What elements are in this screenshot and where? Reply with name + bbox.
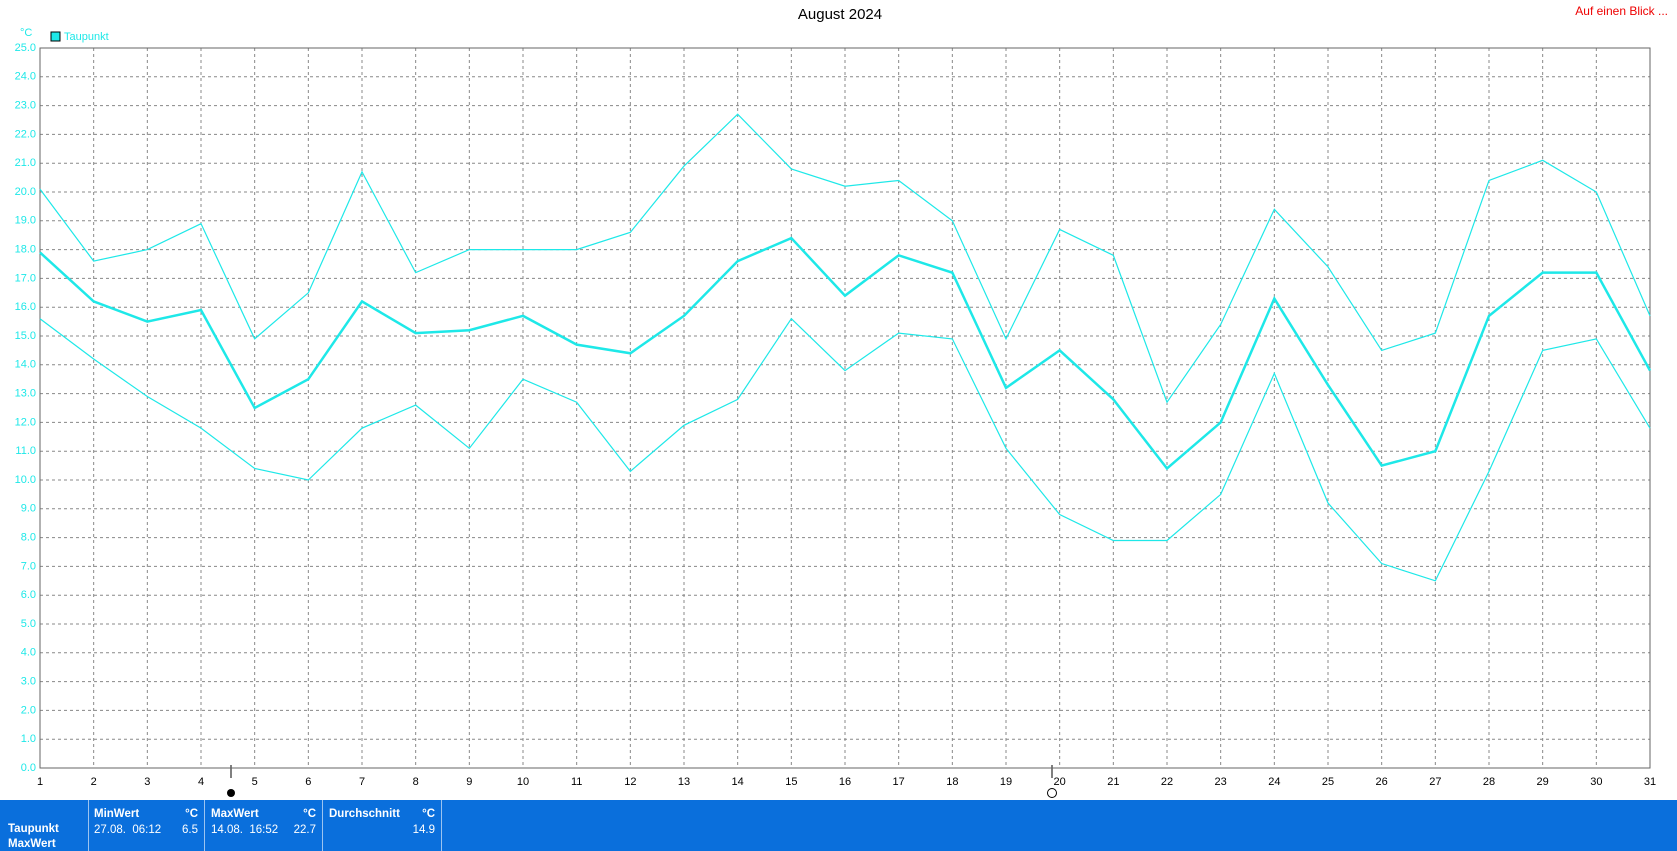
y-tick-label: 2.0 [21,704,36,716]
series-line [39,317,1651,582]
x-tick-label: 6 [305,776,311,788]
x-tick-label: 25 [1322,776,1334,788]
value: 6.5 [182,824,198,836]
y-tick-label: 12.0 [15,416,36,428]
y-tick-label: 22.0 [15,128,36,140]
x-tick-label: 22 [1161,776,1173,788]
x-tick-label: 17 [893,776,905,788]
y-tick-label: 4.0 [21,647,36,659]
unit: °C [422,808,435,820]
x-tick-label: 9 [466,776,472,788]
y-tick-label: 13.0 [15,388,36,400]
x-tick-label: 24 [1268,776,1280,788]
x-tick-label: 2 [91,776,97,788]
x-tick-label: 8 [413,776,419,788]
unit: °C [303,808,316,820]
y-tick-label: 8.0 [21,532,36,544]
x-tick-label: 1 [37,776,43,788]
y-tick-label: 6.0 [21,589,36,601]
x-tick-label: 12 [624,776,636,788]
overview-link[interactable]: Auf einen Blick ... [1575,4,1668,18]
x-tick-label: 20 [1054,776,1066,788]
row-label-cell: Taupunkt MaxWert [0,800,89,851]
y-tick-label: 15.0 [15,330,36,342]
chart: August 2024 Auf einen Blick ... °C 0.0 1.… [15,4,1668,798]
legend-label: Taupunkt [64,31,109,43]
y-tick-label: 17.0 [15,272,36,284]
x-tick-label: 15 [785,776,797,788]
x-tick-label: 27 [1429,776,1441,788]
x-tick-label: 13 [678,776,690,788]
x-tick-label: 30 [1590,776,1602,788]
x-tick-label: 4 [198,776,204,788]
x-tick-label: 5 [252,776,258,788]
row-label: MaxWert [8,838,56,850]
x-tick-label: 21 [1107,776,1119,788]
x-tick-label: 18 [946,776,958,788]
y-tick-label: 19.0 [15,215,36,227]
series-line [39,236,1652,471]
y-tick-label: 25.0 [15,42,36,54]
header: MinWert [94,808,140,820]
marker-full [227,789,235,797]
value: 22.7 [293,824,316,836]
x-tick-label: 26 [1376,776,1388,788]
series-line [39,113,1651,404]
max-cell: MaxWert °C 14.08. 16:52 22.7 [205,800,323,851]
y-tick-label: 16.0 [15,301,36,313]
x-tick-label: 11 [571,776,582,788]
x-tick-label: 23 [1215,776,1227,788]
x-tick-label: 31 [1644,776,1656,788]
avg-cell: Durchschnitt °C 14.9 [323,800,442,851]
y-tick-label: 0.0 [21,762,36,774]
x-tick-label: 19 [1000,776,1012,788]
x-tick-label: 10 [517,776,529,788]
x-tick-label: 14 [732,776,744,788]
plot-frame [39,47,1651,769]
chart-title: August 2024 [798,6,882,23]
header: MaxWert [211,808,259,820]
y-tick-label: 11.0 [15,445,36,457]
marker-new [1047,788,1057,798]
time: 27.08. 06:12 [94,824,162,836]
y-tick-label: 9.0 [21,503,36,515]
x-tick-label: 16 [839,776,851,788]
y-tick-label: 23.0 [15,100,36,112]
y-tick-label: 20.0 [15,186,36,198]
row-label: Taupunkt [8,823,59,835]
x-tick-label: 7 [359,776,365,788]
y-unit: °C [20,27,32,39]
legend-swatch [50,31,61,42]
y-tick-label: 18.0 [15,244,36,256]
x-tick-label: 28 [1483,776,1495,788]
y-tick-label: 21.0 [15,157,36,169]
y-tick-label: 24.0 [15,71,36,83]
header: Durchschnitt [329,808,400,820]
y-tick-label: 7.0 [21,560,36,572]
x-tick-label: 29 [1537,776,1549,788]
summary-panel: Taupunkt MaxWert MinWert °C 27.08. 06:12… [0,800,1677,851]
y-tick-label: 1.0 [21,733,36,745]
y-tick-label: 10.0 [15,474,36,486]
y-tick-label: 5.0 [21,618,36,630]
x-tick-label: 3 [144,776,150,788]
time: 14.08. 16:52 [211,824,279,836]
value: 14.9 [412,824,435,836]
y-tick-label: 14.0 [15,359,36,371]
unit: °C [185,808,198,820]
y-tick-label: 3.0 [21,676,36,688]
min-cell: MinWert °C 27.08. 06:12 6.5 [88,800,205,851]
